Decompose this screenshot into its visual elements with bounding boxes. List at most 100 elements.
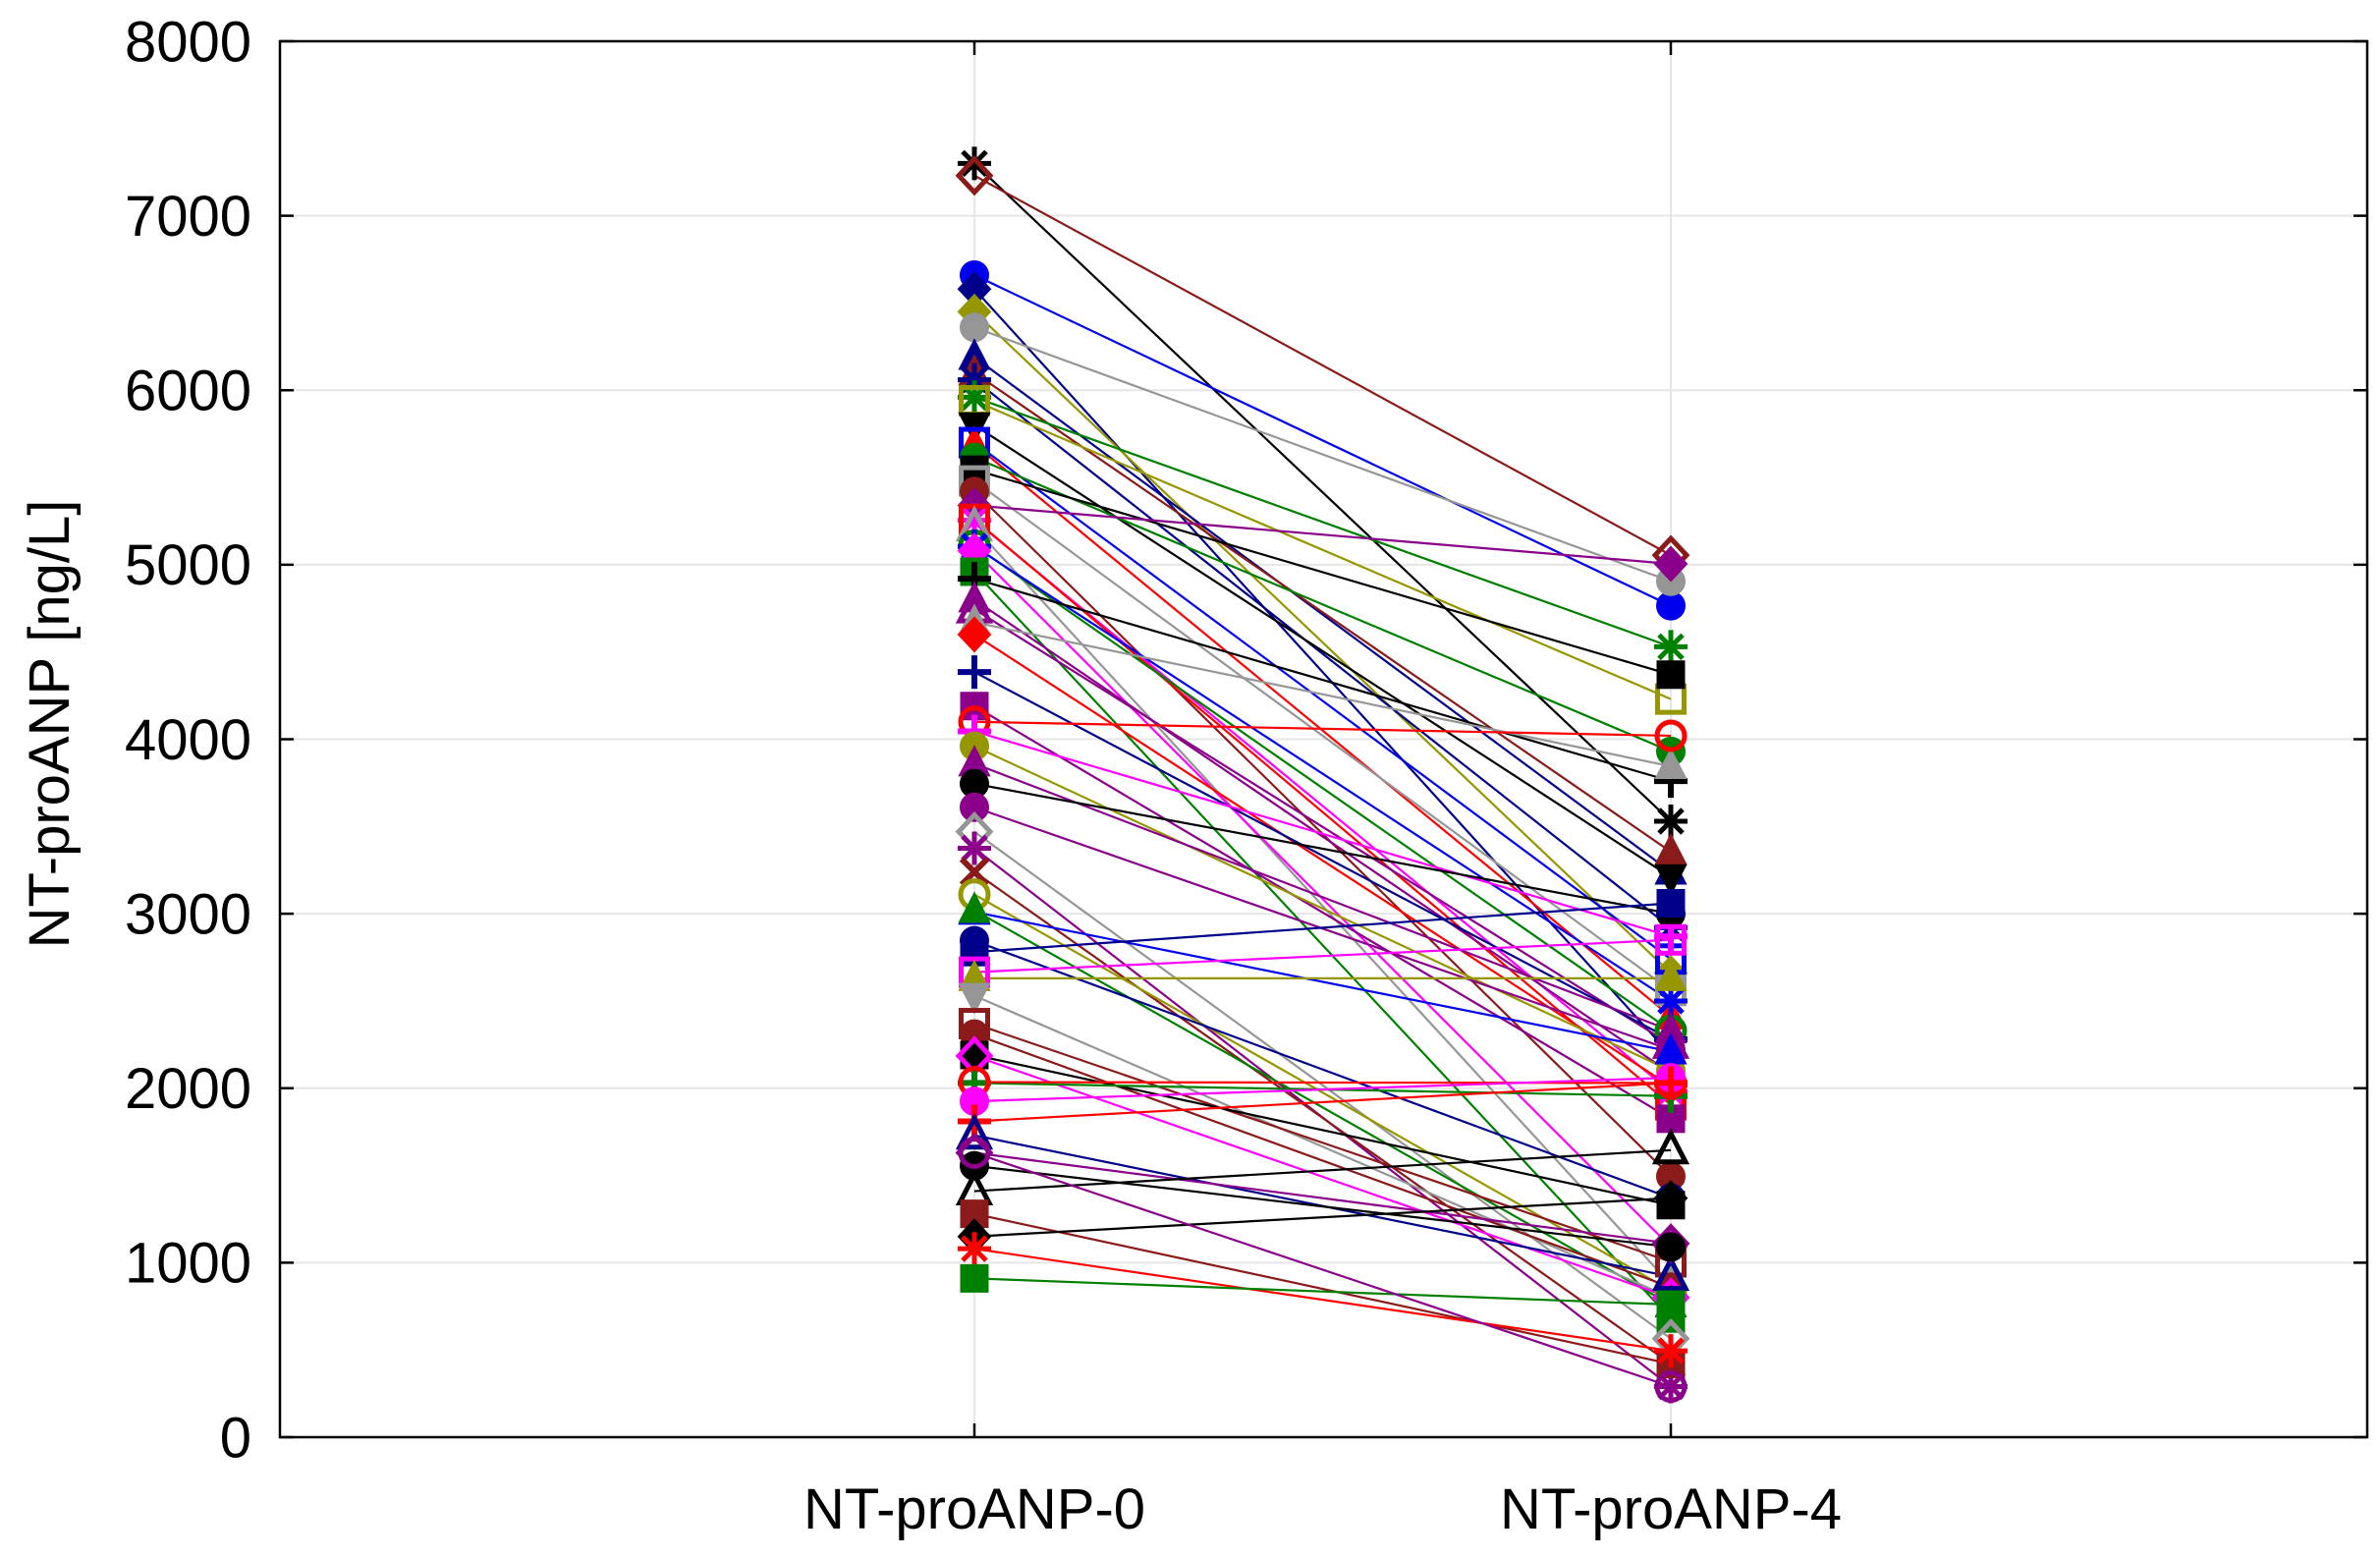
subject-50-line (973, 994, 1672, 1299)
subject-35-line (973, 730, 1672, 938)
subject-54-line (973, 1054, 1672, 1299)
subject-24-marker-right-stroke (1657, 987, 1685, 1015)
subject-16-marker-right (1656, 660, 1686, 690)
y-tick-label: 6000 (125, 360, 251, 423)
subject-25-line (973, 549, 1672, 1249)
subject-59-marker-right-shape (1651, 1254, 1690, 1292)
subject-41-marker-right (1654, 1369, 1688, 1404)
subject-65-marker-left-stroke (961, 1235, 988, 1262)
subject-10-marker-right-stroke (1657, 633, 1685, 661)
subject-30-marker-right (1654, 747, 1688, 780)
subject-06-marker-left-shape (960, 312, 989, 343)
subject-66-marker-left (960, 1263, 989, 1293)
subject-66-line (973, 1277, 1672, 1307)
label-layer: NT-proANP [ng/L] NT-proANP-0 NT-proANP-4 (18, 500, 1842, 1541)
subject-01-marker-right (1654, 804, 1688, 838)
subject-01-marker-left-stroke (961, 149, 988, 178)
subject-27-line (973, 578, 1672, 783)
subject-01-marker-right-stroke (1657, 807, 1685, 835)
subject-12-line (973, 423, 1672, 878)
subject-62-line (973, 1148, 1672, 1193)
subject-33-line (973, 704, 1672, 1120)
subject-66-marker-left-shape (960, 1263, 989, 1293)
subject-13-line (973, 443, 1672, 1018)
y-tick-label: 8000 (125, 10, 251, 74)
subject-61-line (973, 1164, 1672, 1249)
subject-46-line (973, 939, 1672, 1199)
subject-36-line (973, 745, 1672, 1072)
subject-12-marker-right (1654, 863, 1688, 897)
subject-42-marker-left-stroke (959, 857, 990, 887)
subject-49-marker-right-shape (1654, 959, 1688, 991)
subject-17-line (973, 479, 1672, 992)
subject-65-marker-left (958, 1232, 991, 1266)
y-tick-label: 7000 (125, 185, 251, 249)
subject-53-line (973, 1053, 1672, 1206)
subject-30-marker-right-shape (1654, 747, 1688, 780)
subject-29-line (973, 608, 1672, 1046)
subject-08-line (973, 371, 1672, 853)
subject-58-line (973, 1082, 1672, 1123)
subject-44-line (973, 911, 1672, 1053)
subject-48-marker-right (1655, 923, 1687, 956)
y-tick-label: 3000 (125, 882, 251, 946)
subject-65-marker-right (1654, 1334, 1688, 1368)
subject-67-marker-right (1654, 1369, 1688, 1403)
subject-64-line (973, 1197, 1672, 1238)
subject-43-line (973, 893, 1672, 1292)
subject-24-line (973, 545, 1672, 1002)
subject-11-line (973, 399, 1672, 700)
subject-66-marker-right-shape (1656, 1290, 1686, 1319)
subject-67-marker-left (958, 1136, 991, 1169)
y-tick-label: 1000 (125, 1232, 251, 1296)
subject-63-line (973, 1212, 1672, 1365)
subject-19-marker-right-shape (1653, 545, 1688, 583)
subject-59-marker-left-shape (955, 1113, 994, 1150)
tick-label-layer: 0 1000 2000 3000 4000 5000 6000 7000 8000 (125, 10, 251, 1470)
subject-01-line (973, 162, 1672, 822)
y-tick-label: 4000 (125, 708, 251, 772)
subject-61-marker-right-shape (1656, 1232, 1686, 1262)
series-layer (955, 146, 1690, 1404)
subject-67-marker-right-shape (1654, 1369, 1688, 1403)
subject-64-marker-right-shape (1653, 1180, 1688, 1217)
subject-62-marker-right (1651, 1128, 1690, 1165)
subject-03-marker-right (1656, 590, 1686, 621)
subject-52-line (973, 1032, 1672, 1289)
subject-23-line (973, 544, 1672, 1032)
subject-58-marker-right (1654, 1066, 1688, 1100)
subject-45-marker-left-shape (958, 891, 991, 923)
subject-08-marker-right-shape (1654, 832, 1688, 865)
subject-64-marker-right (1653, 1180, 1688, 1217)
subject-47-marker-right-shape (1656, 888, 1686, 918)
subject-41-marker-left-stroke (961, 834, 988, 863)
subject-66-marker-right (1656, 1290, 1686, 1319)
y-axis-title: NT-proANP [ng/L] (18, 500, 82, 949)
subject-41-marker-right-stroke (1657, 1372, 1685, 1401)
subject-07-line (973, 356, 1672, 873)
x-category-label-1: NT-proANP-4 (1500, 1477, 1842, 1541)
subject-48-marker-right-shape (1655, 923, 1687, 956)
subject-41-marker-left (958, 831, 991, 865)
subject-16-line (973, 469, 1672, 676)
subject-47-marker-right (1656, 888, 1686, 918)
subject-02-marker-left (955, 155, 994, 196)
subject-34-marker-right (1654, 719, 1688, 752)
subject-59-marker-right (1651, 1254, 1690, 1292)
subject-37-line (973, 762, 1672, 1032)
subject-42-marker-left (959, 857, 990, 887)
subject-61-marker-right (1656, 1232, 1686, 1262)
subject-39-marker-left (960, 792, 989, 822)
subject-16-marker-right-shape (1656, 660, 1686, 690)
subject-04-line (973, 288, 1672, 1056)
subject-49-marker-right (1654, 959, 1688, 991)
y-tick-label: 0 (220, 1406, 251, 1470)
subject-31-line (973, 634, 1672, 1087)
subject-42-line (973, 870, 1672, 1365)
subject-34-line (973, 720, 1672, 738)
subject-03-marker-right-shape (1656, 590, 1686, 621)
subject-32-marker-left (958, 655, 991, 690)
subject-50-marker-left (958, 982, 991, 1015)
subject-67-marker-left-shape (958, 1136, 991, 1169)
